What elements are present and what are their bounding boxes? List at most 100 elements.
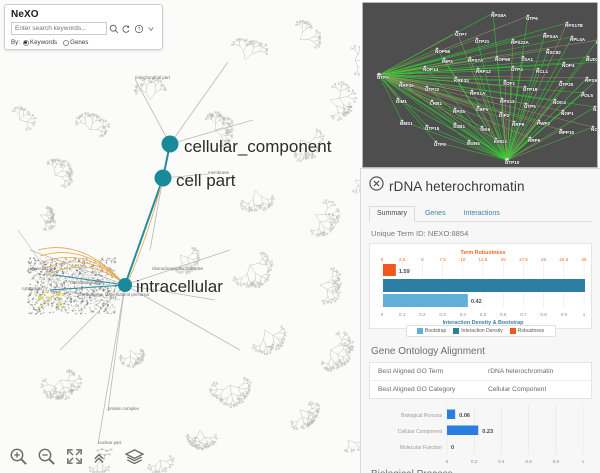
gene-network-canvas[interactable]: UTP9 UTP7 RPS8A UTP6 RPS17B NOP56 UTP21 RPS22A R… [363,3,598,168]
gene-node[interactable] [504,157,510,163]
gene-node[interactable] [524,102,528,106]
gene-node[interactable] [453,107,457,111]
term-detail-panel[interactable]: rDNA heterochromatin Summary Genes Inter… [360,168,600,473]
node-cell-part[interactable] [154,169,172,187]
network-edges [378,12,597,161]
search-icon[interactable] [109,22,119,35]
gene-node[interactable] [396,97,400,101]
gene-node[interactable] [400,119,404,123]
gene-node[interactable] [425,124,429,128]
gene-interaction-network-panel[interactable]: UTP9 UTP7 RPS8A UTP6 RPS17B NOP56 UTP21 RPS22A R… [362,2,598,168]
gene-node[interactable] [559,128,563,132]
gene-node[interactable] [455,30,459,34]
go-alignment-chart: 0 0.2 0.4 0.6 0.8 1 Biological Process 0.06 Cell… [398,405,585,464]
search-input[interactable] [11,22,107,35]
gene-node[interactable] [536,67,540,71]
gene-node[interactable] [454,76,458,80]
hierarchy-tree-canvas[interactable]: cellular_component cell part intracellul… [0,0,360,473]
network-nodes[interactable] [376,11,598,163]
node-cellular-component[interactable] [161,135,179,153]
detail-tabs[interactable]: Summary Genes Interactions [369,205,592,222]
gene-node[interactable] [526,14,530,18]
gene-node[interactable] [543,32,547,36]
search-by-row[interactable]: By: Keywords Genes [11,39,156,46]
zoom-out-icon[interactable] [37,447,56,466]
chevron-down-icon[interactable] [146,22,156,35]
close-icon[interactable] [369,176,384,196]
radio-genes[interactable]: Genes [63,39,88,46]
gene-node[interactable] [442,57,446,61]
gene-node[interactable] [468,56,472,60]
radio-keywords[interactable]: Keywords [22,39,57,46]
gene-node[interactable] [596,39,598,42]
zoom-in-icon[interactable] [9,447,28,466]
view-toolbar[interactable] [0,439,360,473]
gene-node[interactable] [593,105,597,109]
gene-node[interactable] [586,55,590,59]
legend-swatch [416,328,423,334]
tab-interactions[interactable]: Interactions [463,210,500,217]
gene-node[interactable] [467,139,471,143]
fit-screen-icon[interactable] [65,447,84,466]
gene-node[interactable] [491,11,495,15]
gene-label: PWP2 [537,121,550,126]
gene-node[interactable] [523,85,527,89]
gene-node[interactable] [553,98,557,102]
double-chevron-up-icon[interactable] [93,446,115,466]
radio-keywords-control[interactable] [22,39,29,46]
hierarchy-tree-panel[interactable]: cellular_component cell part intracellul… [0,0,360,473]
gene-node[interactable] [425,85,429,89]
gene-node[interactable] [480,125,484,129]
gene-label: SOF1 [503,81,515,86]
gene-node[interactable] [591,125,595,129]
search-panel[interactable]: NeXO ? [4,4,163,50]
gene-node[interactable] [581,91,585,95]
radio-genes-label: Genes [70,39,89,46]
gene-node[interactable] [561,109,565,113]
gene-node[interactable] [494,137,498,141]
gene-node[interactable] [423,65,427,69]
radio-genes-control[interactable] [63,39,70,46]
gene-node[interactable] [511,65,515,69]
node-intracellular[interactable] [118,278,132,292]
gene-label: NAN1 [593,107,598,112]
gene-node[interactable] [546,48,550,52]
gene-node[interactable] [570,35,574,39]
legend-swatch [453,328,460,334]
axis-tick-label: 1 [582,459,585,463]
refresh-icon[interactable] [121,22,131,35]
gene-node[interactable] [562,61,566,65]
gene-node[interactable] [565,21,569,25]
gene-node[interactable] [470,89,474,93]
gene-node[interactable] [435,47,439,51]
gene-node[interactable] [434,140,438,144]
highlighted-nodes[interactable] [118,135,179,293]
tab-genes[interactable]: Genes [424,210,446,217]
gene-node[interactable] [503,79,507,83]
gene-label: RRP9 [512,122,525,127]
category-label: Biological Process [401,413,442,419]
gene-node[interactable] [521,55,525,59]
gene-node[interactable] [376,72,382,78]
gene-node[interactable] [585,76,589,80]
gene-node[interactable] [399,81,403,85]
gene-node[interactable] [559,80,563,84]
gene-node[interactable] [475,37,479,41]
tree-edges [17,61,254,445]
gene-node[interactable] [499,111,503,115]
tab-summary[interactable]: Summary [369,206,415,222]
gene-node[interactable] [495,55,499,59]
gene-node[interactable] [476,105,480,109]
gene-node[interactable] [511,38,515,42]
gene-node[interactable] [500,97,504,101]
gene-node[interactable] [476,67,480,71]
gene-node[interactable] [512,120,516,124]
layers-icon[interactable] [124,447,145,466]
gene-node[interactable] [537,119,541,123]
gene-node[interactable] [453,122,457,126]
help-icon[interactable]: ? [134,22,144,35]
gene-node[interactable] [528,136,532,140]
gene-label: NOC4 [553,100,566,105]
gene-node[interactable] [430,99,434,103]
axis-tick-label: 20 [541,257,547,262]
